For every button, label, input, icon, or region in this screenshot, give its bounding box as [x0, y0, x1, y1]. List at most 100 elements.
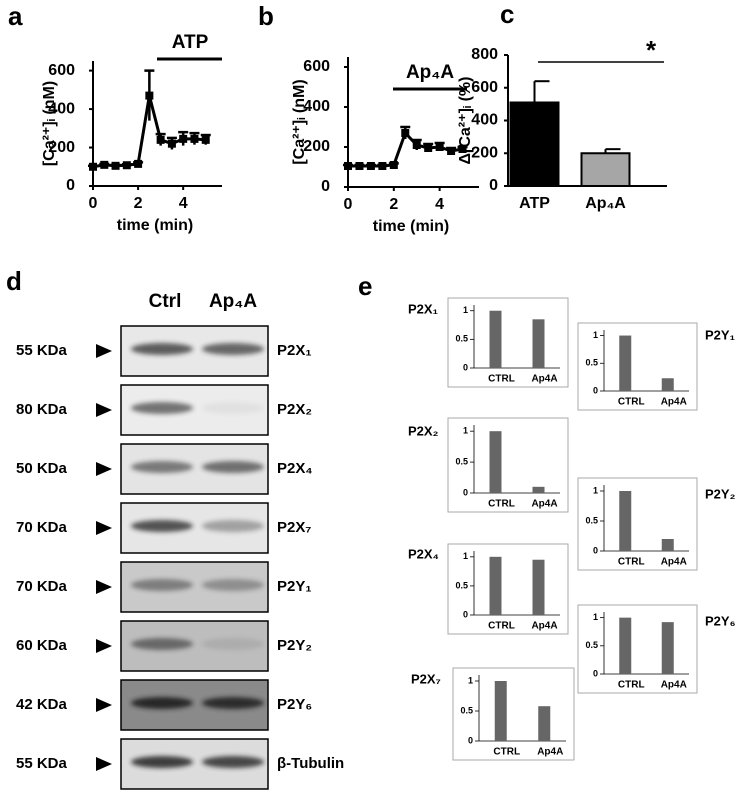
- data-point: [122, 161, 131, 170]
- bar: [489, 310, 502, 368]
- y-tick-label: 0.5: [455, 580, 468, 590]
- lane-label: Ap₄A: [209, 291, 257, 312]
- y-tick-label: 0: [463, 609, 468, 619]
- size-label: 70 KDa: [16, 578, 68, 595]
- y-tick-label: 0.5: [460, 705, 473, 715]
- x-tick-label: CTRL: [488, 499, 515, 510]
- y-tick-label: 0: [66, 177, 75, 194]
- data-point: [190, 134, 199, 143]
- x-tick-label: Ap4A: [661, 397, 687, 408]
- data-point: [344, 162, 352, 170]
- blot-band: [131, 402, 193, 414]
- blot-band: [202, 756, 264, 768]
- annotation: ATP: [172, 32, 209, 53]
- y-tick-label: 200: [48, 139, 75, 156]
- data-point: [179, 134, 188, 143]
- protein-label: P2X₇: [277, 519, 311, 536]
- data-point: [458, 145, 467, 153]
- arrow: [96, 757, 112, 771]
- x-tick-label: Ap4A: [661, 680, 687, 691]
- x-tick-label: CTRL: [618, 680, 645, 691]
- blot-border: [120, 561, 269, 613]
- lane-label: Ctrl: [149, 291, 182, 312]
- x-tick-label: 2: [134, 195, 143, 212]
- blot-band: [131, 343, 193, 355]
- y-tick-label: 1: [593, 330, 598, 340]
- bar: [661, 378, 674, 391]
- x-tick-label: CTRL: [488, 621, 515, 632]
- blot-band: [202, 520, 264, 532]
- y-tick-label: 200: [303, 138, 330, 155]
- x-tick-label: 2: [389, 196, 398, 213]
- y-tick-label: 1: [593, 485, 598, 495]
- bar: [532, 559, 545, 615]
- bar: [509, 101, 560, 187]
- blot-band: [202, 697, 264, 709]
- blot-band: [202, 461, 264, 473]
- data-point: [167, 139, 176, 148]
- data-point: [366, 162, 375, 170]
- size-label: 60 KDa: [16, 637, 68, 654]
- y-axis-label: [Ca²⁺]ᵢ (nM): [291, 79, 308, 164]
- y-tick-label: 0: [593, 545, 598, 555]
- panel-label: b: [258, 1, 274, 31]
- data-point: [201, 135, 210, 144]
- x-tick-label: 0: [344, 196, 353, 213]
- x-tick-label: CTRL: [618, 557, 645, 568]
- bar: [532, 486, 545, 493]
- y-axis-label: Δ[Ca²⁺]ᵢ (%): [457, 77, 474, 165]
- mini-title: P2X₁: [408, 301, 438, 316]
- blot-border: [120, 384, 269, 436]
- data-point: [100, 160, 109, 169]
- y-tick-label: 1: [593, 612, 598, 622]
- protein-label: β-Tubulin: [277, 755, 344, 772]
- mini-frame: [447, 543, 569, 635]
- size-label: 55 KDa: [16, 755, 68, 772]
- x-tick-label: 4: [435, 196, 444, 213]
- blot-border: [120, 679, 269, 731]
- arrow: [96, 521, 112, 535]
- data-point: [435, 143, 444, 151]
- arrow: [96, 580, 112, 594]
- protein-label: P2Y₁: [277, 578, 312, 595]
- y-tick-label: 400: [471, 112, 498, 129]
- data-point: [156, 135, 165, 144]
- mini-title: P2X₇: [411, 671, 441, 686]
- protein-label: P2Y₂: [277, 637, 312, 654]
- y-tick-label: 0: [593, 668, 598, 678]
- protein-label: P2X₂: [277, 401, 312, 418]
- size-label: 42 KDa: [16, 696, 68, 713]
- y-tick-label: 0: [489, 177, 498, 194]
- y-tick-label: 200: [471, 144, 498, 161]
- x-tick-label: ATP: [519, 195, 550, 212]
- y-tick-label: 1: [468, 675, 473, 685]
- data-point: [424, 144, 433, 152]
- x-axis-label: time (min): [117, 217, 193, 234]
- y-tick-label: 600: [471, 79, 498, 96]
- data-point: [89, 162, 97, 171]
- blot-band: [202, 402, 264, 414]
- y-tick-label: 0.5: [585, 640, 598, 650]
- data-point: [401, 129, 410, 137]
- y-tick-label: 600: [303, 58, 330, 75]
- y-tick-label: 0.5: [455, 334, 468, 344]
- data-point: [412, 141, 421, 149]
- bar: [661, 539, 674, 551]
- panel-label: c: [500, 0, 514, 29]
- panel-label: d: [6, 266, 22, 296]
- mini-frame: [577, 322, 698, 411]
- y-tick-label: 0: [321, 178, 330, 195]
- size-label: 50 KDa: [16, 460, 68, 477]
- arrow: [96, 639, 112, 653]
- blot-band: [131, 638, 193, 650]
- mini-frame: [452, 667, 575, 761]
- x-tick-label: CTRL: [488, 374, 515, 385]
- mini-frame: [447, 297, 569, 388]
- x-tick-label: 4: [179, 195, 188, 212]
- bar: [619, 491, 632, 551]
- mini-title: P2Y₁: [705, 327, 735, 342]
- bar: [619, 617, 632, 674]
- mini-title: P2Y₂: [705, 486, 736, 501]
- size-label: 80 KDa: [16, 401, 68, 418]
